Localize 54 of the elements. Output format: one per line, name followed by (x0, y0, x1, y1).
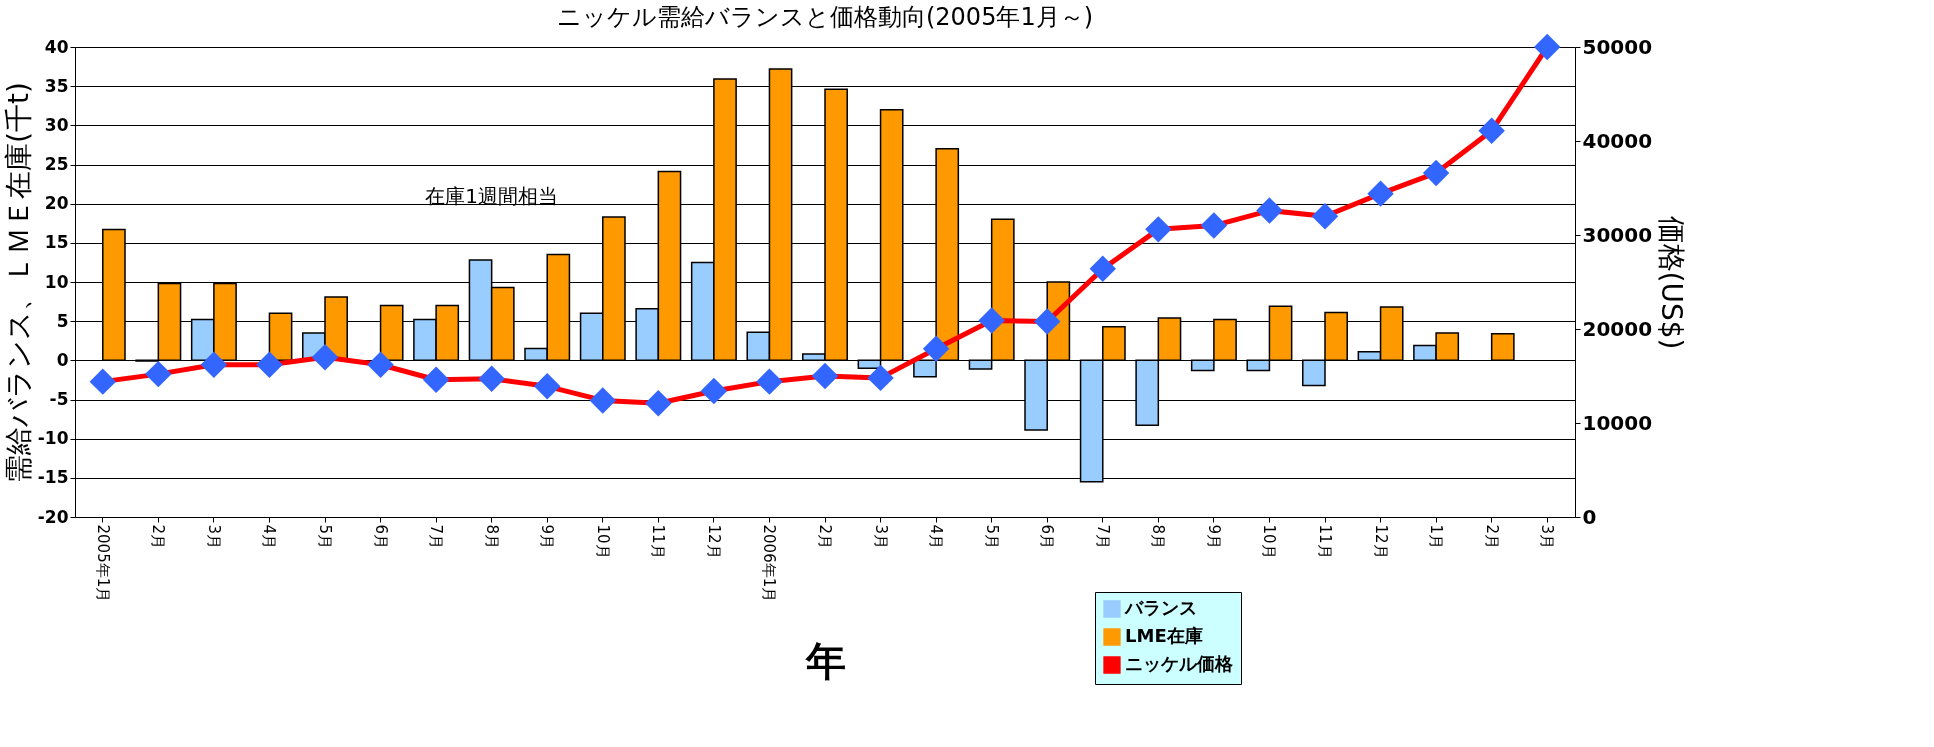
y-tick-label: 0 (56, 349, 69, 370)
x-tick-label: 8月 (1149, 524, 1168, 550)
y-tick-label: -15 (37, 467, 69, 488)
x-tick-label: 12月 (704, 524, 723, 559)
y2-tick-label: 40000 (1582, 128, 1653, 153)
x-tick-label: 7月 (427, 524, 446, 550)
y2-tick-label: 50000 (1582, 34, 1653, 59)
y2-tick-label: 0 (1582, 504, 1597, 529)
y2-tick-label: 10000 (1582, 410, 1653, 435)
x-tick-label: 9月 (538, 524, 557, 550)
x-tick-label: 10月 (1260, 524, 1279, 559)
x-tick-label: 3月 (871, 524, 890, 550)
x-tick-label: 10月 (593, 524, 612, 559)
chart-title: ニッケル需給バランスと価格動向(2005年1月～) (556, 2, 1094, 31)
x-tick-label: 6月 (1038, 524, 1057, 550)
x-tick-label: 5月 (982, 524, 1001, 550)
y-tick-label: 35 (44, 75, 69, 96)
x-tick-label: 5月 (316, 524, 334, 550)
x-tick-label: 1月 (1427, 524, 1446, 550)
y2-tick-label: 30000 (1582, 222, 1653, 247)
x-tick-label: 8月 (482, 524, 501, 550)
y-axis-title: 需給バランス、ＬＭＥ在庫(千t) (1, 82, 35, 483)
y-tick-label: 25 (44, 154, 69, 174)
legend-label: バランス (1124, 597, 1197, 618)
x-tick-label: 7月 (1093, 524, 1112, 550)
x-tick-label: 2005年1月 (93, 524, 112, 603)
x-tick-label: 2月 (816, 524, 834, 550)
x-tick-label: 4月 (927, 524, 946, 550)
y-tick-label: -20 (37, 506, 69, 527)
y2-tick-label: 20000 (1582, 316, 1653, 341)
y2-axis-title: 価格(US$) (1655, 215, 1689, 350)
x-tick-label: 4月 (260, 524, 279, 550)
y-tick-label: 10 (44, 271, 69, 292)
x-tick-label: 3月 (1538, 524, 1557, 550)
x-tick-label: 3月 (204, 524, 223, 550)
y-tick-label: 30 (44, 114, 69, 135)
x-tick-label: 2月 (149, 524, 168, 550)
y-tick-label: 5 (56, 310, 69, 331)
legend-label: LME在庫 (1125, 625, 1203, 646)
x-tick-label: 11月 (1316, 524, 1334, 559)
x-tick-label: 6月 (371, 524, 390, 550)
y-tick-label: 15 (44, 232, 69, 253)
x-tick-label: 9月 (1204, 524, 1223, 550)
x-tick-label: 2006年1月 (760, 524, 779, 603)
y-tick-label: 40 (44, 36, 69, 57)
x-tick-label: 2月 (1482, 524, 1501, 550)
legend-label: ニッケル価格 (1125, 653, 1234, 674)
x-axis-title: 年 (804, 637, 846, 684)
bar (913, 359, 937, 378)
x-tick-label: 12月 (1371, 524, 1390, 559)
x-tick-label: 11月 (649, 524, 668, 559)
y-tick-label: -10 (37, 428, 69, 449)
y-tick-label: -5 (49, 389, 69, 409)
y-tick-label: 20 (44, 193, 69, 214)
